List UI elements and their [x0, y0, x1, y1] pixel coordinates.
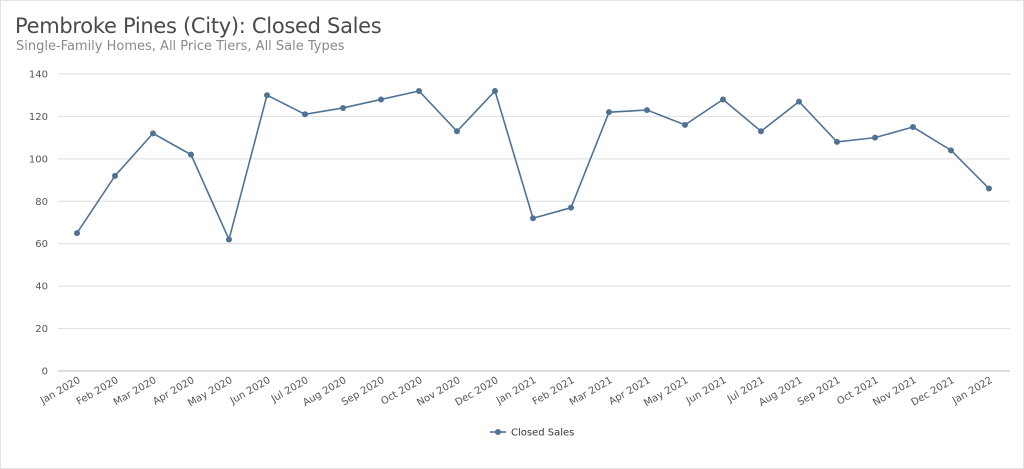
y-tick-label: 80 [35, 197, 48, 208]
x-tick-label: Aug 2021 [757, 375, 804, 409]
data-point [796, 98, 802, 105]
data-point [302, 111, 308, 118]
y-tick-label: 100 [29, 154, 48, 165]
data-point [758, 128, 764, 135]
chart-title: Pembroke Pines (City): Closed Sales [15, 14, 382, 38]
y-tick-label: 0 [42, 367, 48, 378]
data-point [492, 87, 498, 94]
data-point [530, 215, 536, 222]
data-point [454, 128, 460, 135]
x-tick-label: Jan 2020 [38, 375, 83, 407]
data-point [910, 124, 916, 131]
legend-label: Closed Sales [511, 428, 574, 439]
x-tick-label: Dec 2020 [453, 375, 500, 409]
x-tick-label: Jun 2021 [684, 375, 729, 407]
x-tick-label: Jan 2022 [950, 375, 995, 407]
data-point [872, 134, 878, 141]
y-tick-label: 40 [35, 282, 48, 293]
data-point [378, 96, 384, 103]
data-point [74, 230, 80, 237]
data-point [416, 87, 422, 94]
legend-marker [495, 429, 501, 435]
y-tick-label: 60 [35, 239, 48, 250]
data-point [834, 138, 840, 145]
x-tick-label: Sep 2021 [796, 375, 843, 408]
x-tick-label: Mar 2020 [112, 375, 159, 408]
x-tick-label: Dec 2021 [909, 375, 956, 409]
x-tick-label: Aug 2020 [301, 375, 348, 409]
data-point [948, 147, 954, 154]
data-point [644, 107, 650, 114]
data-point [340, 104, 346, 111]
data-point [112, 172, 118, 179]
data-point [188, 151, 194, 158]
data-point [720, 96, 726, 103]
y-tick-label: 140 [29, 70, 48, 81]
data-point [606, 109, 612, 116]
data-point [150, 130, 156, 137]
x-tick-label: Jan 2021 [494, 375, 539, 407]
data-point [986, 185, 992, 192]
data-point [226, 236, 232, 243]
x-tick-label: Jun 2020 [228, 375, 273, 407]
x-tick-label: Sep 2020 [340, 375, 387, 408]
data-point [568, 204, 574, 211]
data-point [682, 121, 688, 128]
y-tick-label: 120 [29, 112, 48, 123]
y-tick-label: 20 [35, 324, 48, 335]
x-tick-label: Mar 2021 [568, 375, 615, 408]
data-point [264, 92, 270, 99]
chart-subtitle: Single-Family Homes, All Price Tiers, Al… [16, 39, 345, 54]
